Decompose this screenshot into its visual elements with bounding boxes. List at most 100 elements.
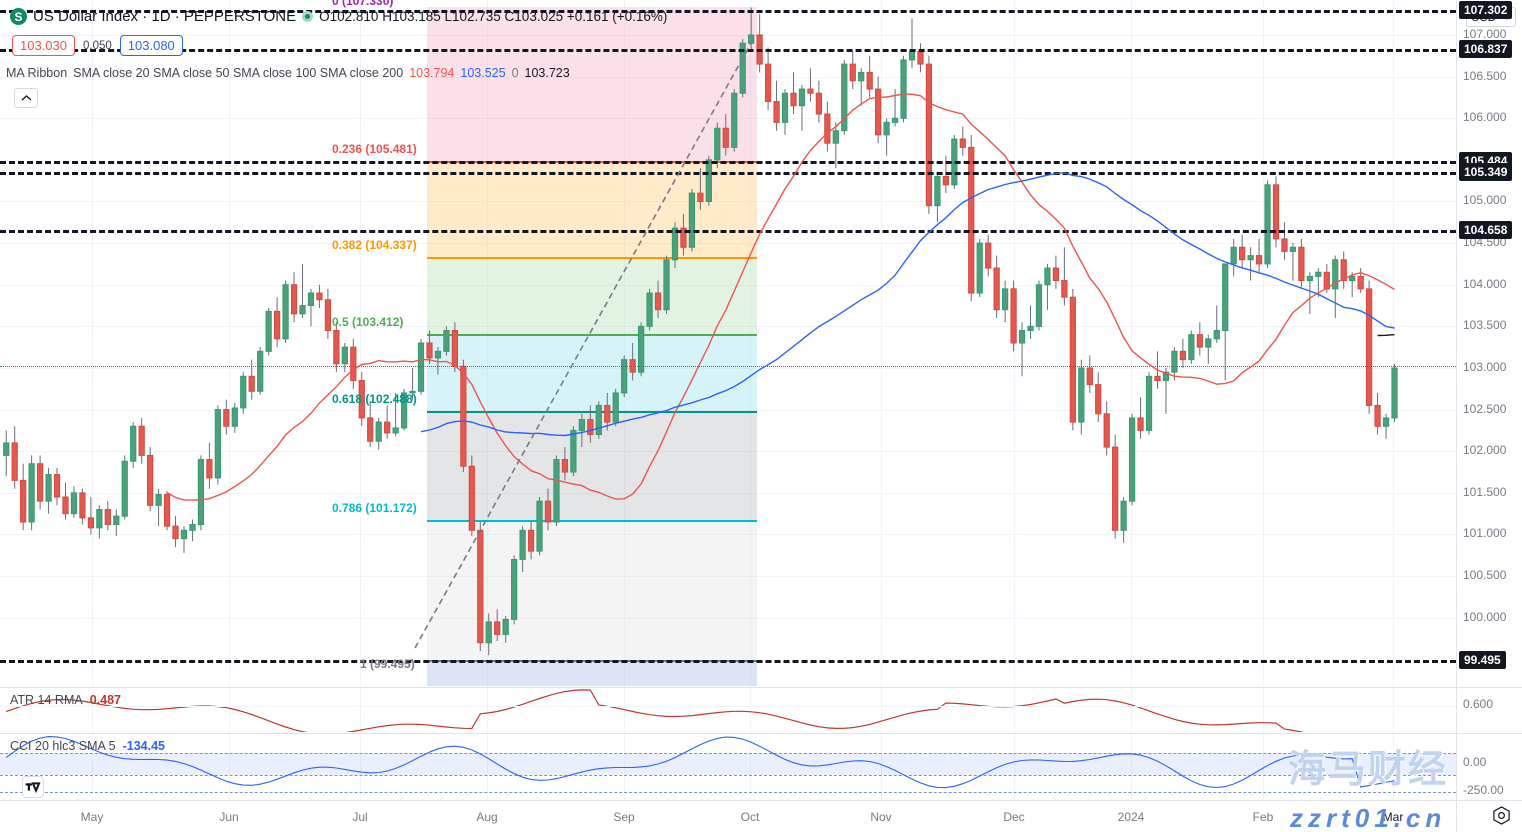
watermark-url: zzrt01.cn <box>1290 803 1447 832</box>
time-axis[interactable]: May Jun Jul Aug Sep Oct Nov Dec 2024 Feb Mar <box>0 800 1522 832</box>
grid-line-vertical <box>1131 734 1132 800</box>
axis-corner <box>1456 800 1522 832</box>
ohlc-values: O102.810 H103.185 L102.735 C103.025 +0.1… <box>319 9 668 24</box>
price-level-tag[interactable]: 105.349 <box>1459 163 1513 182</box>
horizontal-level-line[interactable] <box>0 48 1456 52</box>
time-tick-label: May <box>80 810 104 824</box>
collapse-legend-button[interactable] <box>14 88 38 108</box>
time-tick-label: Sep <box>613 810 635 824</box>
time-tick-label: Nov <box>870 810 892 824</box>
grid-line-vertical <box>360 734 361 800</box>
axis-separator <box>1456 687 1522 688</box>
cci-legend[interactable]: CCI 20 hlc3 SMA 5 -134.45 <box>10 739 165 753</box>
price-level-tag[interactable]: 107.302 <box>1459 0 1513 19</box>
cci-threshold-line <box>0 792 1456 794</box>
atr-value: 0.487 <box>89 693 121 707</box>
grid-line-vertical <box>750 734 751 800</box>
fib-level-label: 1 (99.495) <box>360 656 415 671</box>
time-tick-label: Jul <box>352 810 368 824</box>
tradingview-badge-icon[interactable] <box>22 776 44 798</box>
bid-ask-tags: 103.030 0.050 103.080 <box>12 35 183 56</box>
grid-line-vertical <box>92 0 93 686</box>
cci-series <box>5 736 1395 789</box>
price-tick-label: 101.500 <box>1463 484 1507 499</box>
grid-line-vertical <box>881 688 882 732</box>
atr-pane[interactable] <box>0 687 1456 732</box>
time-tick-label: Aug <box>476 810 498 824</box>
atr-series <box>6 689 1305 732</box>
grid-line-vertical <box>229 688 230 732</box>
price-level-tag[interactable]: 104.658 <box>1459 220 1513 239</box>
grid-line-vertical <box>1014 734 1015 800</box>
price-tick-label: 107.000 <box>1463 26 1507 41</box>
grid-line-vertical <box>229 734 230 800</box>
grid-line <box>0 34 1456 36</box>
grid-line <box>0 576 1456 578</box>
chevron-up-icon <box>21 95 31 101</box>
ma-ribbon-inputs: SMA close 20 SMA close 50 SMA close 100 … <box>73 66 404 80</box>
price-level-tag[interactable]: 106.837 <box>1459 39 1513 58</box>
price-tick-label: 106.500 <box>1463 68 1507 83</box>
price-axis[interactable]: USD ▼ 107.000106.500106.000105.000104.50… <box>1456 0 1522 800</box>
price-tick-label: 101.000 <box>1463 526 1507 541</box>
bid-price-tag[interactable]: 103.030 <box>12 35 75 56</box>
axis-separator <box>1456 733 1522 734</box>
ma-20-value: 103.794 <box>409 66 455 80</box>
grid-line-vertical <box>1393 688 1394 732</box>
cci-pane[interactable] <box>0 733 1456 800</box>
time-tick-label: Oct <box>740 810 760 824</box>
grid-line-vertical <box>1014 688 1015 732</box>
grid-line-vertical <box>1393 734 1394 800</box>
cci-tick-label: -250.00 <box>1463 783 1504 798</box>
atr-label: ATR 14 RMA <box>10 693 83 707</box>
price-tick-label: 103.000 <box>1463 359 1507 374</box>
main-price-pane[interactable]: 0 (107.330) 0.236 (105.481) 0.382 (104.337… <box>0 0 1456 686</box>
ma-200-value: 103.723 <box>524 66 570 80</box>
price-level-tag[interactable]: 99.495 <box>1459 650 1506 669</box>
grid-line <box>0 76 1456 78</box>
broker-logo-icon: S <box>10 8 27 25</box>
cci-threshold-line <box>0 775 1456 777</box>
ma-ribbon-title: MA Ribbon <box>6 66 68 80</box>
horizontal-level-line[interactable] <box>0 659 1456 663</box>
price-tick-label: 102.000 <box>1463 443 1507 458</box>
grid-line <box>0 617 1456 619</box>
watermark-badge-icon <box>1493 806 1510 825</box>
grid-line-vertical <box>750 688 751 732</box>
time-tick-label: Jun <box>219 810 239 824</box>
cci-threshold-line <box>0 752 1456 754</box>
watermark-cn: 海马财经 <box>1288 747 1449 791</box>
cci-value: -134.45 <box>122 739 166 753</box>
time-tick-label: Mar <box>1382 810 1404 824</box>
grid-line <box>0 534 1456 536</box>
price-tick-label: 106.000 <box>1463 110 1507 125</box>
trend-line[interactable] <box>0 0 1456 686</box>
horizontal-level-line[interactable] <box>0 9 1456 13</box>
time-tick-label: Feb <box>1252 810 1274 824</box>
grid-line-vertical <box>92 688 93 732</box>
grid-line-vertical <box>360 688 361 732</box>
fib-band-extension <box>427 659 757 686</box>
atr-tick-label: 0.600 <box>1463 697 1494 712</box>
time-tick-label: Dec <box>1003 810 1025 824</box>
time-tick-label: 2024 <box>1117 810 1145 824</box>
ma-50-value: 103.525 <box>460 66 506 80</box>
ma-100-value: 0 <box>511 66 519 80</box>
grid-line-vertical <box>1131 688 1132 732</box>
market-status-icon <box>302 11 314 22</box>
ma-ribbon-legend[interactable]: MA Ribbon SMA close 20 SMA close 50 SMA … <box>6 66 570 80</box>
grid-line-vertical <box>92 734 93 800</box>
grid-line-vertical <box>487 688 488 732</box>
price-tick-label: 103.500 <box>1463 318 1507 333</box>
grid-line-vertical <box>1263 734 1264 800</box>
atr-legend[interactable]: ATR 14 RMA 0.487 <box>10 693 121 707</box>
fib-level-label: 0.786 (101.172) <box>332 501 417 516</box>
symbol-title[interactable]: US Dollar Index · 1D · PEPPERSTONE <box>33 8 297 25</box>
price-tick-label: 102.500 <box>1463 401 1507 416</box>
ask-price-tag[interactable]: 103.080 <box>119 35 183 56</box>
fib-level-line[interactable] <box>427 520 757 523</box>
grid-line-vertical <box>487 734 488 800</box>
price-tick-label: 100.000 <box>1463 609 1507 624</box>
price-tick-label: 105.000 <box>1463 193 1507 208</box>
